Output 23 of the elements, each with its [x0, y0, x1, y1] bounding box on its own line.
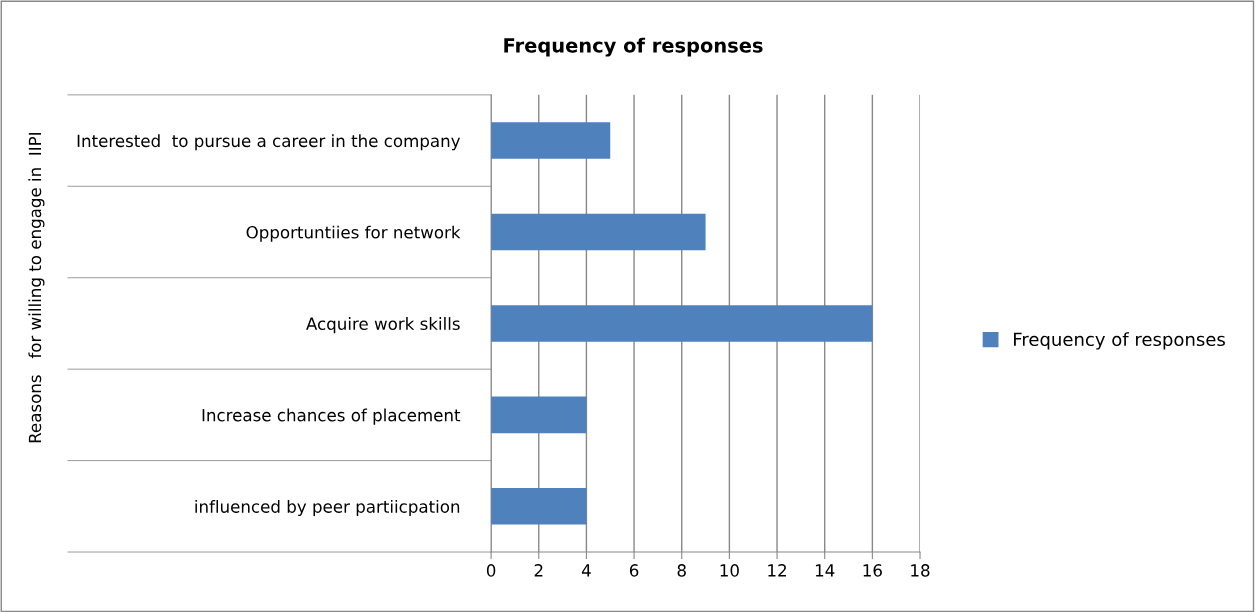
x-tick-label: 8 [677, 564, 686, 577]
bar [491, 213, 706, 251]
x-tick-label: 4 [581, 564, 591, 577]
y-tick-label: influenced by peer partiicpation [195, 499, 460, 517]
bar [491, 122, 611, 159]
y-tick-label: Increase chances of placement [202, 408, 461, 425]
bar [491, 488, 587, 525]
x-tick-label: 12 [768, 564, 786, 577]
bar [491, 396, 587, 434]
x-tick-label: 18 [911, 564, 930, 577]
y-tick-label: Acquire work skills [306, 317, 460, 334]
x-tick-label: 6 [629, 564, 639, 577]
legend-label: Frequency of responses [1014, 332, 1225, 350]
x-tick-label: 2 [534, 564, 543, 577]
x-tick-label: 10 [720, 564, 739, 577]
y-tick-label: Opportuntiies for network [246, 225, 461, 242]
x-tick-label: 14 [815, 564, 835, 577]
y-tick-label: Interested to pursue a career in the company [77, 134, 461, 151]
bar [491, 305, 873, 342]
y-axis-title: Reasons for willing to engage in IIPI [28, 133, 45, 443]
chart-title: Frequency of responses [504, 37, 763, 57]
x-tick-label: 0 [486, 564, 496, 577]
x-tick-label: 16 [863, 564, 882, 577]
